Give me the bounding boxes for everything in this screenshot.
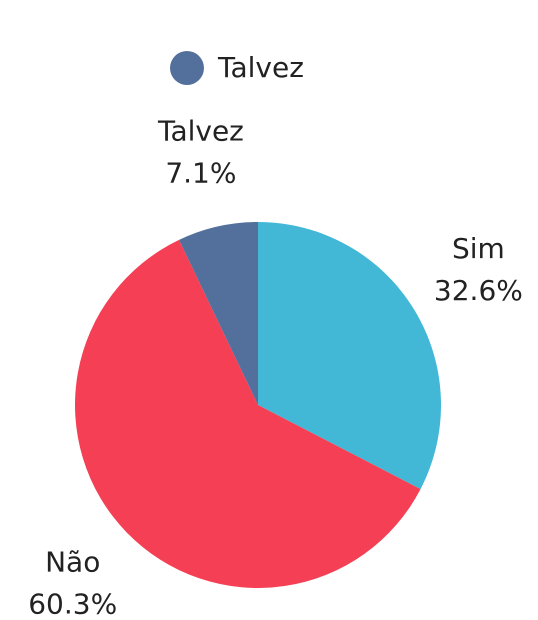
slice-value-label: 7.1% — [165, 156, 236, 189]
slice-value-label: 32.6% — [434, 274, 523, 307]
legend-label: Talvez — [217, 51, 304, 84]
pie-slice — [74, 239, 421, 588]
slice-label: Sim — [452, 232, 505, 265]
slice-value-label: 60.3% — [28, 588, 117, 620]
slice-label: Talvez — [157, 114, 244, 147]
pie-slice — [258, 222, 442, 490]
legend-swatch — [170, 51, 204, 85]
slice-label: Não — [45, 546, 100, 579]
pie-slice — [179, 222, 258, 405]
